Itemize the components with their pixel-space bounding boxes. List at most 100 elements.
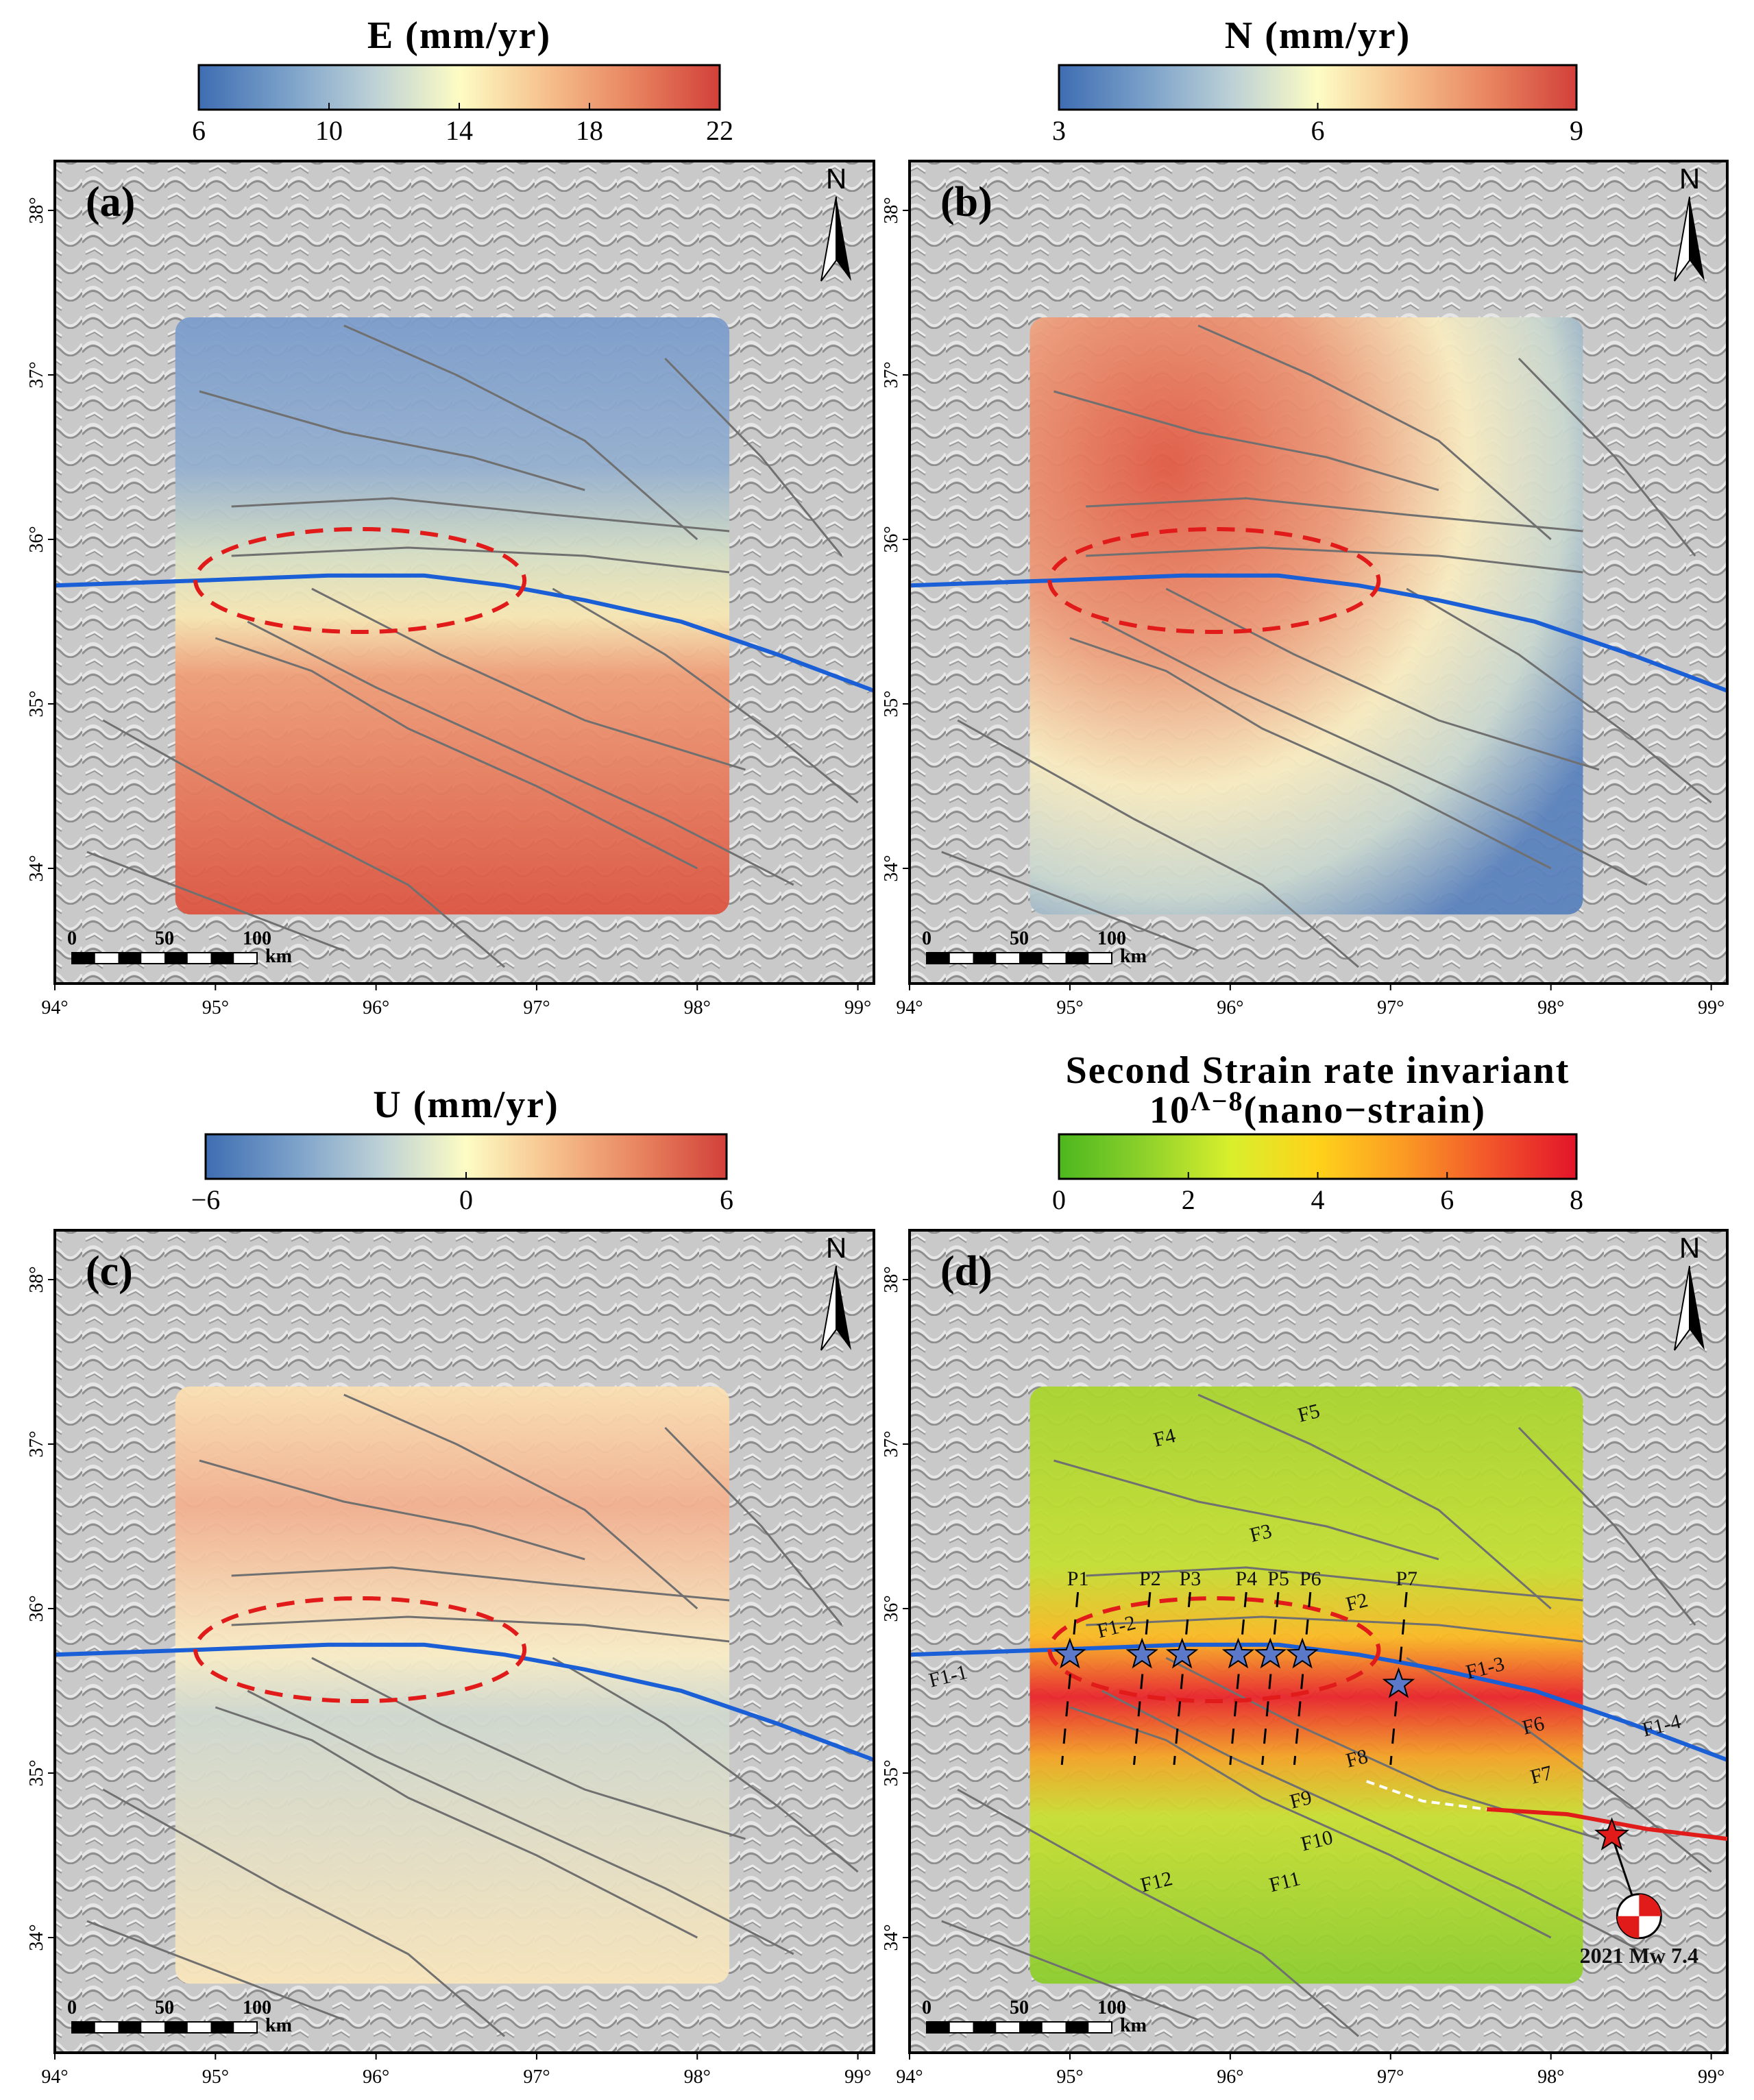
fault-line [1101,1689,1648,1955]
colorbar-title: E (mm/yr) [367,14,551,57]
fault-line [215,637,698,870]
highlight-ellipse [193,1596,527,1703]
colorbar-tick-label: 22 [706,115,733,146]
fault-line [311,1657,746,1840]
x-tick-label: 94° [41,2066,68,2088]
colorbar-tick-label: 10 [315,115,343,146]
fault-line [199,390,585,491]
fault-line [1165,1657,1600,1840]
x-tick-label: 99° [1698,2066,1725,2088]
y-tick-label: 36° [881,1595,902,1622]
colorbar-title: U (mm/yr) [373,1084,559,1126]
velocity-field [175,1387,730,1984]
velocity-field [1030,317,1583,915]
panel-b: 94° 95° 96° 97° 98° 99° 38° 37° 36° 35° 34° (b) N 0 50… [881,14,1729,1018]
x-tick-label: 95° [1056,2066,1083,2088]
fault-line [1197,324,1552,541]
panel-label: (a) [86,179,135,225]
rupture-trace [1486,1807,1728,1841]
x-tick-label: 95° [202,2066,229,2088]
colorbar: 6 10 14 18 22 E (mm/yr) [192,14,733,146]
profile-star-icon [1053,1637,1086,1669]
scale-unit: km [1120,2015,1147,2036]
scale-label: 50 [1010,1997,1029,2018]
x-tick-label: 95° [1056,997,1083,1018]
fault-line [231,1615,730,1643]
fault-line [1101,620,1648,886]
main-fault-line [54,573,875,693]
x-tick-label: 99° [844,997,871,1018]
profile-label: P2 [1139,1567,1161,1590]
fault-line [231,497,730,533]
fault-line [941,851,1199,952]
fault-label: F5 [1295,1400,1322,1427]
y-tick-label: 35° [26,1759,47,1786]
fault-line [1518,1426,1696,1626]
y-tick-label: 38° [26,197,47,223]
colorbar: −6 0 6 U (mm/yr) [191,1084,733,1215]
profile-star-icon [1382,1667,1415,1698]
x-tick-label: 94° [896,2066,923,2088]
profile-label: P5 [1267,1567,1289,1590]
earthquake-label: 2021 Mw 7.4 [1580,1943,1698,1968]
fault-line [664,357,843,557]
profile-star-icon [1254,1637,1287,1669]
colorbar-tick-label: −6 [191,1184,221,1215]
fault-line [343,324,698,541]
colorbar-ramp [204,1133,728,1180]
x-tick-label: 94° [41,997,68,1018]
map-frame [908,160,1729,985]
fault-label: F4 [1152,1424,1178,1452]
panel-d: 94° 95° 96° 97° 98° 99° 38° 37° 36° 35° 34° (d) N 0 50… [881,1049,1729,2088]
fault-line [247,1689,794,1955]
north-arrow-icon [820,196,851,282]
y-tick-label: 36° [26,1595,47,1622]
colorbar-tick-label: 6 [1440,1184,1454,1215]
fault-line [1197,1393,1552,1610]
y-tick-label: 37° [26,361,47,388]
scale-label: 0 [922,928,931,949]
profile-label: P4 [1235,1567,1257,1590]
colorbar-tick-label: 18 [576,115,603,146]
scale-label: 0 [67,928,77,949]
fault-line [247,620,794,886]
highlight-ellipse [1047,1596,1381,1703]
y-tick-label: 35° [881,690,902,717]
x-tick-label: 98° [684,997,711,1018]
profile-star-icon [1221,1637,1255,1669]
fault-line [231,1566,730,1602]
colorbar-title: N (mm/yr) [1225,14,1411,57]
north-label: N [826,162,846,195]
highlight-ellipse [193,527,527,634]
x-tick-label: 96° [363,2066,389,2088]
profile-star-icon [1286,1637,1319,1669]
main-fault-line [909,573,1729,693]
y-tick-label: 34° [881,1924,902,1951]
fault-line [957,1788,1359,2038]
fault-line [102,1788,506,2038]
fault-line [552,587,859,804]
colorbar-tick-label: 6 [720,1184,733,1215]
title-base: 10 [1149,1089,1191,1132]
y-tick-label: 37° [881,1430,902,1457]
north-arrow-icon [820,1265,851,1351]
profile-line [1293,1591,1312,1766]
scale-unit: km [1120,946,1147,967]
map-frame [908,1229,1729,2054]
y-tick-label: 35° [26,690,47,717]
profile-label: P1 [1067,1567,1089,1590]
focal-mechanism-icon [1616,1893,1662,1940]
colorbar-title-line2: 10Λ−8(nano−strain) [1149,1086,1486,1132]
fault-line [1086,1615,1583,1643]
fault-label: F6 [1520,1712,1547,1739]
north-label: N [1679,162,1700,195]
scale-label: 100 [243,928,271,949]
fault-line [1165,587,1600,771]
fault-line [199,1459,585,1561]
fault-line [1406,587,1712,804]
velocity-field [175,317,730,915]
profile-label: P6 [1300,1567,1321,1590]
fault-line [1069,1706,1552,1939]
panels-layer: 94° 95° 96° 97° 98° 99° 38° 37° 36° 35° 34° (a) N 0 50… [26,14,1729,2088]
